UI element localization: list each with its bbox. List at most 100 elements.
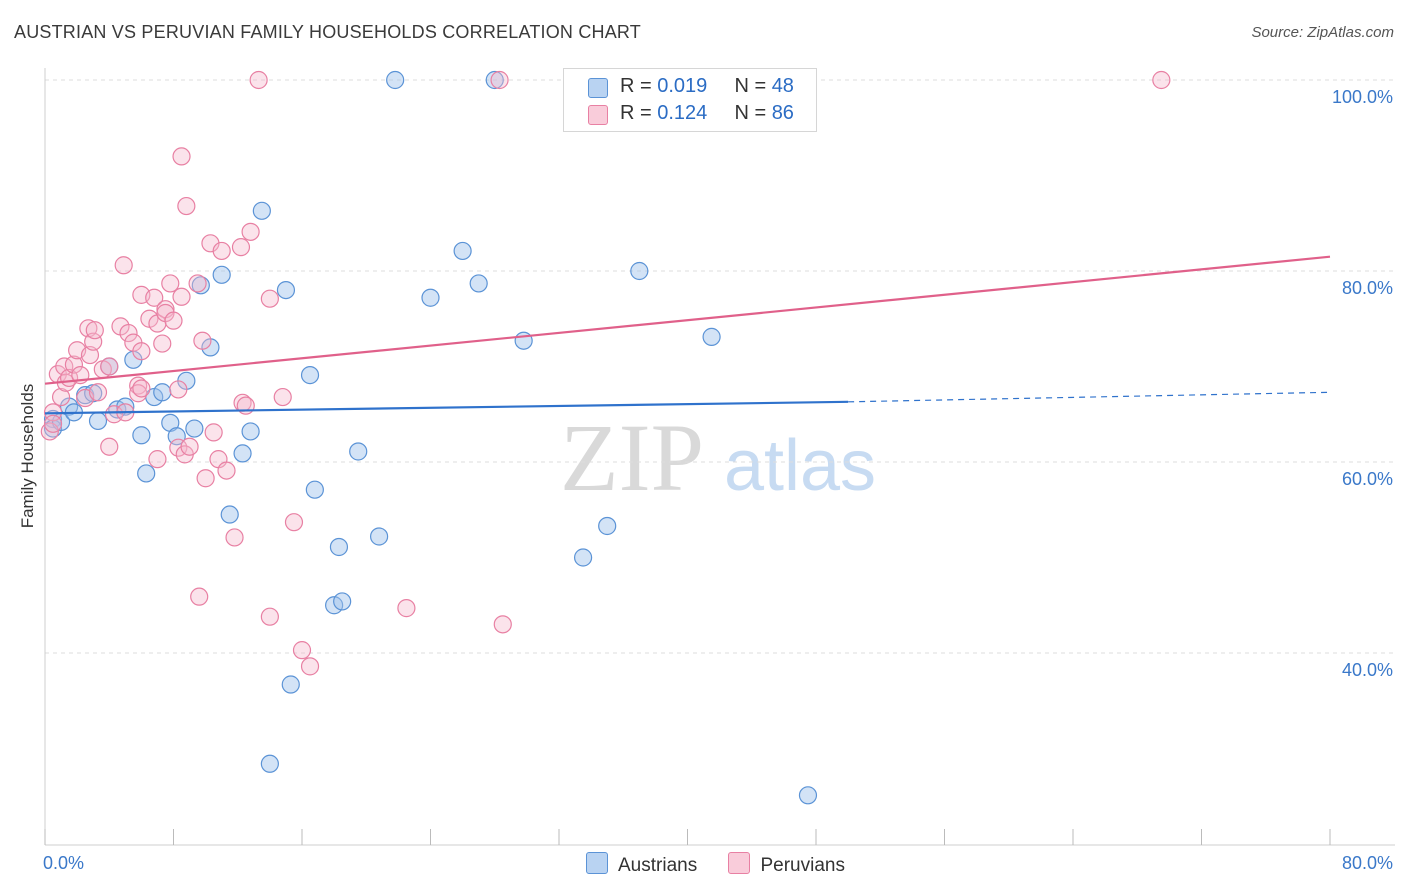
peruvians-point <box>292 641 312 660</box>
peruvians-point <box>153 334 172 353</box>
peruvians-point <box>148 450 167 469</box>
axis-labels: 40.0% 60.0% 80.0% 100.0% 0.0% 80.0% <box>43 87 1393 873</box>
y-tick-label: 40.0% <box>1342 660 1393 680</box>
austrians-trend-extension <box>848 391 1331 403</box>
austrians-trend-line <box>44 400 849 415</box>
stats-row-peruvians: R = 0.124 N = 86 <box>564 100 816 128</box>
austrians-point <box>260 754 279 773</box>
peruvians-point <box>188 274 207 293</box>
peruvians-point <box>43 414 63 433</box>
austrians-point <box>798 786 818 805</box>
peruvians-point <box>193 331 212 350</box>
peruvians-point <box>284 513 304 532</box>
source-credit: Source: ZipAtlas.com <box>1251 24 1394 41</box>
austrians-point <box>276 281 296 300</box>
peruvians-point <box>397 599 416 618</box>
peruvians-point <box>260 607 279 626</box>
peruvians-point <box>51 387 71 407</box>
austrians-point <box>453 241 472 261</box>
peruvians-point <box>172 287 191 306</box>
n-label: N = <box>734 75 772 97</box>
peruvians-point <box>132 379 151 398</box>
austrians-point <box>573 548 593 567</box>
peruvians-point <box>204 423 223 442</box>
peruvians-point <box>114 256 133 275</box>
watermark-atlas: atlas <box>724 426 876 506</box>
austrians-point <box>630 261 649 281</box>
austrians-point <box>167 427 186 446</box>
austrians-point <box>329 537 349 557</box>
y-tick-label: 60.0% <box>1342 469 1393 489</box>
peruvians-trend-line <box>44 255 1331 385</box>
austrians-point <box>421 288 440 307</box>
peruvians-point <box>85 321 104 340</box>
austrians-point <box>233 444 252 463</box>
legend-item-peruvians[interactable]: Peruvians <box>728 852 845 877</box>
chart-title: AUSTRIAN VS PERUVIAN FAMILY HOUSEHOLDS C… <box>14 22 641 42</box>
austrians-point <box>191 276 210 295</box>
peruvians-point <box>1152 70 1171 90</box>
peruvians-point <box>217 461 236 480</box>
peruvians-point <box>225 528 244 547</box>
peruvians-point <box>177 196 196 216</box>
stats-legend: R = 0.019 N = 48 R = 0.124 N = 86 <box>563 68 817 132</box>
austrians-point <box>702 327 721 346</box>
series-legend: Austrians Peruvians <box>586 852 871 876</box>
peruvians-legend-label: Peruvians <box>760 855 845 876</box>
peruvians-point <box>493 615 512 634</box>
watermark: ZIP atlas <box>560 404 876 511</box>
peruvians-point <box>145 288 164 307</box>
peruvians-points <box>40 70 1171 676</box>
peruvians-legend-swatch <box>728 852 751 874</box>
austrians-legend-label: Austrians <box>618 855 698 876</box>
austrians-point <box>153 383 172 402</box>
austrians-points <box>43 70 818 805</box>
austrians-point <box>598 516 617 536</box>
peruvians-point <box>79 319 98 338</box>
austrians-point <box>241 422 260 441</box>
y-tick-label: 80.0% <box>1342 278 1393 298</box>
peruvians-point <box>180 437 199 456</box>
r-value: 0.124 <box>657 102 708 124</box>
peruvians-point <box>273 387 292 407</box>
y-tick-label: 100.0% <box>1332 87 1393 107</box>
legend-item-austrians[interactable]: Austrians <box>586 852 697 877</box>
austrians-point <box>333 592 352 611</box>
peruvians-point <box>231 238 251 257</box>
austrians-swatch <box>588 78 608 98</box>
peruvians-point <box>104 405 124 424</box>
peruvians-point <box>161 274 180 293</box>
austrians-point <box>252 201 271 220</box>
austrians-point <box>386 70 405 90</box>
r-label: R = <box>620 75 658 97</box>
y-axis-label: Family Households <box>18 384 37 529</box>
austrians-point <box>281 675 300 694</box>
austrians-point <box>485 70 504 90</box>
austrians-point <box>300 365 320 385</box>
n-value: 86 <box>771 102 794 124</box>
n-value: 48 <box>771 75 794 97</box>
peruvians-point <box>80 345 100 365</box>
peruvians-point <box>196 469 215 488</box>
austrians-point <box>185 419 204 438</box>
peruvians-swatch <box>588 105 608 125</box>
axes <box>44 68 1395 846</box>
r-label: R = <box>620 102 658 124</box>
grid-lines <box>45 79 1395 654</box>
austrians-point <box>349 442 368 461</box>
peruvians-point <box>132 342 151 361</box>
peruvians-point <box>172 147 191 166</box>
n-label: N = <box>734 102 772 124</box>
peruvians-point <box>100 437 119 456</box>
peruvians-point <box>119 323 138 343</box>
austrians-point <box>220 505 239 524</box>
watermark-zip: ZIP <box>560 404 704 511</box>
peruvians-point <box>241 222 260 241</box>
austrians-point <box>132 426 151 445</box>
austrians-point <box>212 265 231 284</box>
peruvians-point <box>164 311 183 330</box>
austrians-point <box>370 527 389 546</box>
trend-lines <box>44 255 1331 415</box>
peruvians-point <box>300 657 320 676</box>
